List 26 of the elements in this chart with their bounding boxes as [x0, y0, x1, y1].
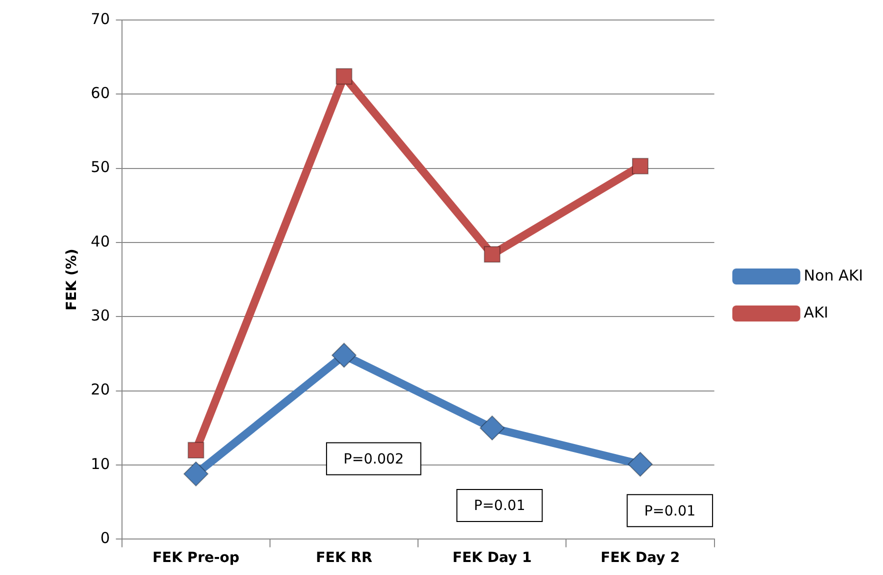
x-tick-label: FEK Day 1	[452, 550, 532, 566]
point	[632, 158, 649, 174]
y-axis-title: FEK (%)	[64, 248, 80, 310]
x-tick-label: FEK RR	[316, 550, 372, 566]
x-tick-label: FEK Pre-op	[152, 550, 240, 566]
y-tick-label: 40	[90, 232, 110, 250]
y-tick-label: 60	[90, 84, 110, 102]
point	[183, 461, 208, 486]
point	[336, 68, 352, 85]
legend-label: AKI	[804, 303, 828, 322]
y-tick-label: 50	[90, 158, 110, 176]
annotation: P=0.01	[474, 498, 526, 514]
annotation: P=0.01	[644, 503, 696, 520]
y-tick-label: 10	[90, 454, 110, 473]
y-tick-label: 70	[90, 10, 110, 28]
y-tick-label: 30	[90, 306, 110, 325]
point	[188, 442, 204, 458]
y-tick-label: 20	[90, 380, 110, 399]
x-tick-label: FEK Day 2	[600, 550, 680, 566]
y-tick-label: 0	[100, 529, 110, 548]
legend-label: Non AKI	[804, 266, 864, 284]
point	[628, 452, 653, 477]
point	[480, 415, 505, 440]
point	[484, 246, 500, 263]
point	[332, 342, 357, 368]
annotation: P=0.002	[344, 451, 404, 468]
